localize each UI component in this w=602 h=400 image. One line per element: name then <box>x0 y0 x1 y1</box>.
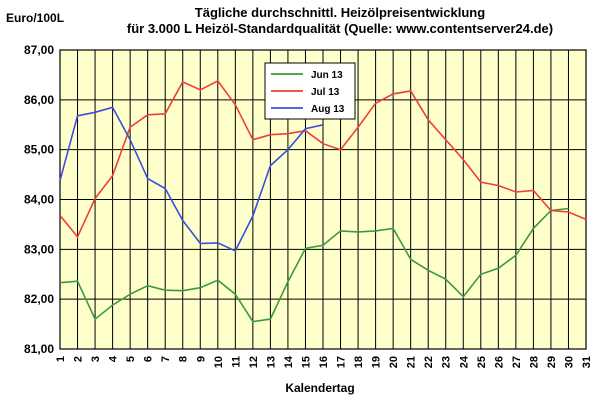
chart-title-line1: Tägliche durchschnittl. Heizölpreisentwi… <box>195 5 485 20</box>
x-tick-label: 11 <box>230 356 242 368</box>
x-tick-label: 28 <box>528 356 540 368</box>
y-axis-unit-label: Euro/100L <box>6 11 64 25</box>
x-tick-label: 26 <box>493 356 505 368</box>
chart-title-line2: für 3.000 L Heizöl-Standardqualität (Que… <box>127 21 553 36</box>
x-axis-label: Kalendertag <box>285 381 354 395</box>
x-tick-label: 1 <box>55 356 67 362</box>
x-tick-label: 4 <box>108 355 120 362</box>
y-tick-label: 86,00 <box>24 93 54 107</box>
x-tick-label: 6 <box>143 356 155 362</box>
y-tick-label: 83,00 <box>24 242 54 256</box>
series-line-aug-13 <box>59 106 324 252</box>
x-tick-label: 20 <box>388 356 400 368</box>
series-line-jun-13 <box>59 207 569 323</box>
legend-entry: Jul 13 <box>311 87 340 98</box>
x-tick-label: 15 <box>300 356 312 368</box>
x-tick-label: 13 <box>265 356 277 368</box>
x-tick-label: 16 <box>318 356 330 368</box>
x-tick-label: 7 <box>160 356 172 362</box>
y-tick-label: 84,00 <box>24 193 54 207</box>
series-line-jul-13 <box>59 79 587 239</box>
x-tick-label: 2 <box>73 356 85 362</box>
legend-entry: Jun 13 <box>311 70 343 81</box>
y-tick-label: 81,00 <box>24 342 54 356</box>
x-tick-label: 10 <box>213 356 225 368</box>
x-tick-label: 22 <box>423 356 435 368</box>
x-tick-label: 3 <box>90 356 102 362</box>
x-tick-label: 5 <box>125 356 137 362</box>
x-tick-label: 23 <box>441 356 453 368</box>
x-tick-label: 31 <box>581 356 593 368</box>
y-tick-label: 87,00 <box>24 43 54 57</box>
x-tick-label: 8 <box>178 356 190 362</box>
y-tick-label: 82,00 <box>24 292 54 306</box>
y-tick-label: 85,00 <box>24 143 54 157</box>
x-tick-label: 19 <box>371 356 383 368</box>
x-tick-label: 12 <box>248 356 260 368</box>
x-tick-label: 17 <box>336 356 348 368</box>
x-tick-label: 18 <box>353 356 365 368</box>
x-tick-label: 25 <box>476 356 488 368</box>
x-tick-label: 21 <box>406 356 418 368</box>
legend-entry: Aug 13 <box>311 104 345 115</box>
x-tick-label: 9 <box>195 356 207 362</box>
x-tick-label: 29 <box>546 356 558 368</box>
x-tick-label: 14 <box>283 355 295 368</box>
x-tick-label: 30 <box>563 356 575 368</box>
x-tick-label: 27 <box>511 356 523 368</box>
plot-border <box>59 49 587 350</box>
x-tick-label: 24 <box>458 355 470 368</box>
